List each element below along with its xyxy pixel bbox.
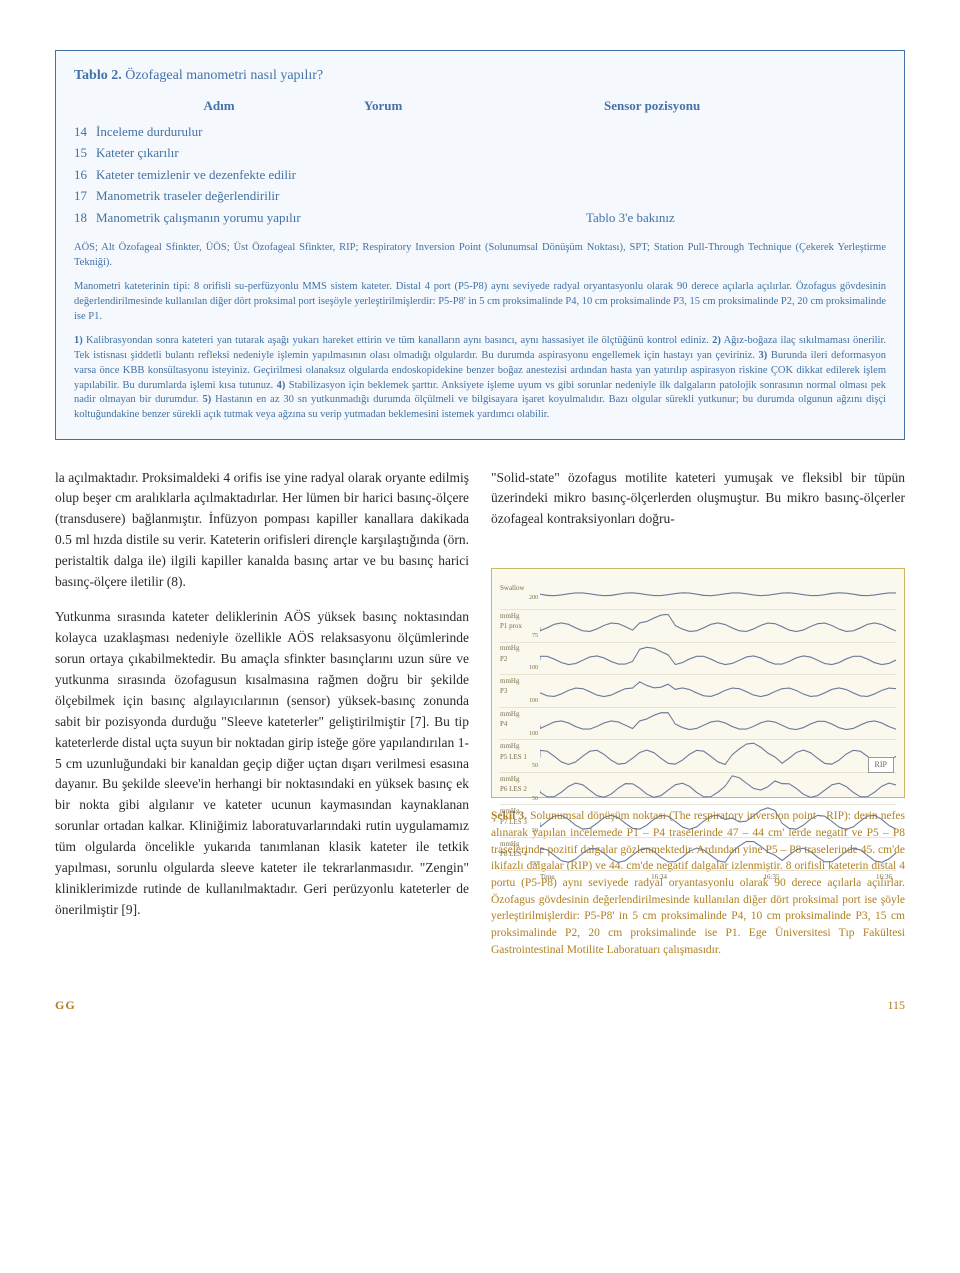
table-header: Adım Yorum Sensor pozisyonu xyxy=(74,96,886,116)
left-para-2: Yutkunma sırasında kateter deliklerinin … xyxy=(55,607,469,921)
page-footer: GG 115 xyxy=(55,996,905,1014)
table-title: Tablo 2. Özofageal manometri nasıl yapıl… xyxy=(74,65,886,86)
figure-traces: Swallow200 mmHgP1 prox75mmHgP2100mmHgP310… xyxy=(500,577,896,789)
table-title-label: Tablo 2. xyxy=(74,68,122,83)
trace-label: Swallow200 xyxy=(500,583,540,603)
row-text: İnceleme durdurulur xyxy=(96,122,886,142)
trace-row: mmHgP8 LES 450 xyxy=(500,838,896,871)
table-title-text: Özofageal manometri nasıl yapılır? xyxy=(125,68,323,83)
rip-badge: RIP xyxy=(868,757,894,773)
header-sensor: Sensor pozisyonu xyxy=(604,96,886,116)
trace-row: mmHgP6 LES 250 xyxy=(500,773,896,806)
table-row: 18Manometrik çalışmanın yorumu yapılırTa… xyxy=(74,208,886,228)
trace-wave xyxy=(540,740,896,772)
row-text: Kateter temizlenir ve dezenfekte edilir xyxy=(96,165,886,185)
right-para-1: "Solid-state" özofagus motilite kateteri… xyxy=(491,468,905,531)
trace-label: mmHgP7 LES 350 xyxy=(500,806,540,836)
trace-row: Swallow200 xyxy=(500,577,896,610)
trace-wave xyxy=(540,805,896,837)
header-adim: Adım xyxy=(74,96,364,116)
trace-wave xyxy=(540,675,896,707)
row-note: Tablo 3'e bakınız xyxy=(586,208,886,228)
trace-wave xyxy=(540,838,896,870)
trace-row: mmHgP1 prox75 xyxy=(500,610,896,643)
row-num: 14 xyxy=(74,122,96,142)
trace-wave xyxy=(540,773,896,805)
footer-gg: GG xyxy=(55,996,76,1014)
trace-label: mmHgP6 LES 250 xyxy=(500,774,540,804)
trace-wave xyxy=(540,577,896,609)
row-num: 18 xyxy=(74,208,96,228)
column-left: la açılmaktadır. Proksimaldeki 4 orifis … xyxy=(55,468,469,959)
table-row: 17Manometrik traseler değerlendirilir xyxy=(74,186,886,206)
trace-wave xyxy=(540,610,896,642)
table-notes: 1) Kalibrasyondan sonra kateteri yan tut… xyxy=(74,334,886,422)
table-row: 16Kateter temizlenir ve dezenfekte edili… xyxy=(74,165,886,185)
row-num: 17 xyxy=(74,186,96,206)
row-text: Manometrik traseler değerlendirilir xyxy=(96,186,886,206)
trace-wave xyxy=(540,643,896,675)
trace-label: mmHgP4100 xyxy=(500,709,540,739)
trace-label: mmHgP8 LES 450 xyxy=(500,839,540,869)
time-axis: Time16:3416:3516:36 xyxy=(500,871,896,883)
table-row: 14İnceleme durdurulur xyxy=(74,122,886,142)
table-para1: Manometri kateterinin tipi: 8 orifisli s… xyxy=(74,280,886,324)
trace-row: mmHgP2100 xyxy=(500,643,896,676)
trace-row: mmHgP7 LES 350 xyxy=(500,805,896,838)
trace-label: mmHgP2100 xyxy=(500,643,540,673)
note-number: 4) xyxy=(277,380,286,391)
trace-row: mmHgP4100 xyxy=(500,708,896,741)
note-number: 3) xyxy=(759,350,768,361)
note-number: 5) xyxy=(202,394,211,405)
row-text: Manometrik çalışmanın yorumu yapılır xyxy=(96,208,586,228)
row-text: Kateter çıkarılır xyxy=(96,143,886,163)
trace-row: mmHgP3100 xyxy=(500,675,896,708)
table-rows: 14İnceleme durdurulur15Kateter çıkarılır… xyxy=(74,122,886,228)
table-row: 15Kateter çıkarılır xyxy=(74,143,886,163)
table-abbrev: AÖS; Alt Özofageal Sfinkter, ÜÖS; Üst Öz… xyxy=(74,241,886,270)
trace-wave xyxy=(540,708,896,740)
figure-3: Swallow200 mmHgP1 prox75mmHgP2100mmHgP310… xyxy=(491,568,905,798)
trace-row: mmHgP5 LES 150 xyxy=(500,740,896,773)
table-2-box: Tablo 2. Özofageal manometri nasıl yapıl… xyxy=(55,50,905,440)
note-number: 2) xyxy=(712,335,721,346)
header-yorum: Yorum xyxy=(364,96,604,116)
row-num: 15 xyxy=(74,143,96,163)
trace-label: mmHgP5 LES 150 xyxy=(500,741,540,771)
note-number: 1) xyxy=(74,335,83,346)
column-right: "Solid-state" özofagus motilite kateteri… xyxy=(491,468,905,959)
row-num: 16 xyxy=(74,165,96,185)
body-columns: la açılmaktadır. Proksimaldeki 4 orifis … xyxy=(55,468,905,959)
left-para-1: la açılmaktadır. Proksimaldeki 4 orifis … xyxy=(55,468,469,594)
footer-page: 115 xyxy=(887,996,905,1014)
trace-label: mmHgP3100 xyxy=(500,676,540,706)
trace-label: mmHgP1 prox75 xyxy=(500,611,540,641)
